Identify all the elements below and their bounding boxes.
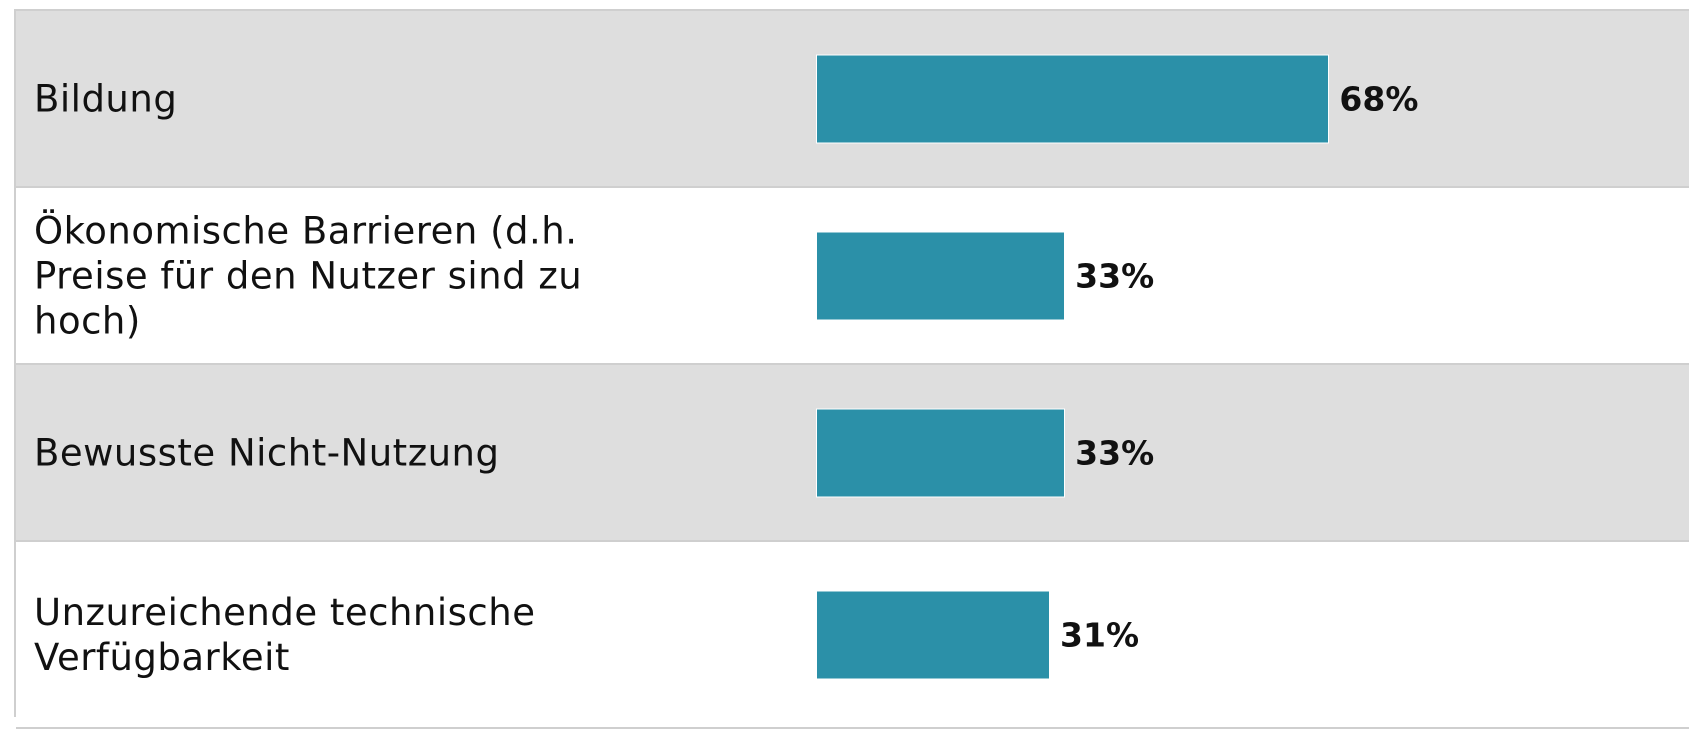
value-label: 33% <box>1075 256 1155 295</box>
value-label: 68% <box>1339 79 1419 118</box>
bar <box>816 54 1330 143</box>
bar <box>816 231 1066 320</box>
value-label: 33% <box>1075 433 1155 472</box>
bar-table: Bildung 68% Ökonomische Barrieren (d.h. Pr… <box>14 9 1689 729</box>
row: Bildung 68% <box>16 11 1689 188</box>
value-label: 31% <box>1060 615 1140 654</box>
bar <box>816 590 1051 679</box>
category-label: Unzureichende technische Verfügbarkeit <box>34 590 536 679</box>
row: Ökonomische Barrieren (d.h. Preise für d… <box>16 188 1689 365</box>
category-label: Bewusste Nicht-Nutzung <box>34 431 500 474</box>
category-label: Ökonomische Barrieren (d.h. Preise für d… <box>34 209 583 342</box>
category-label: Bildung <box>34 77 178 120</box>
bar <box>816 408 1066 497</box>
row: Bewusste Nicht-Nutzung 33% <box>16 365 1689 542</box>
row: Unzureichende technische Verfügbarkeit 31… <box>16 542 1689 729</box>
